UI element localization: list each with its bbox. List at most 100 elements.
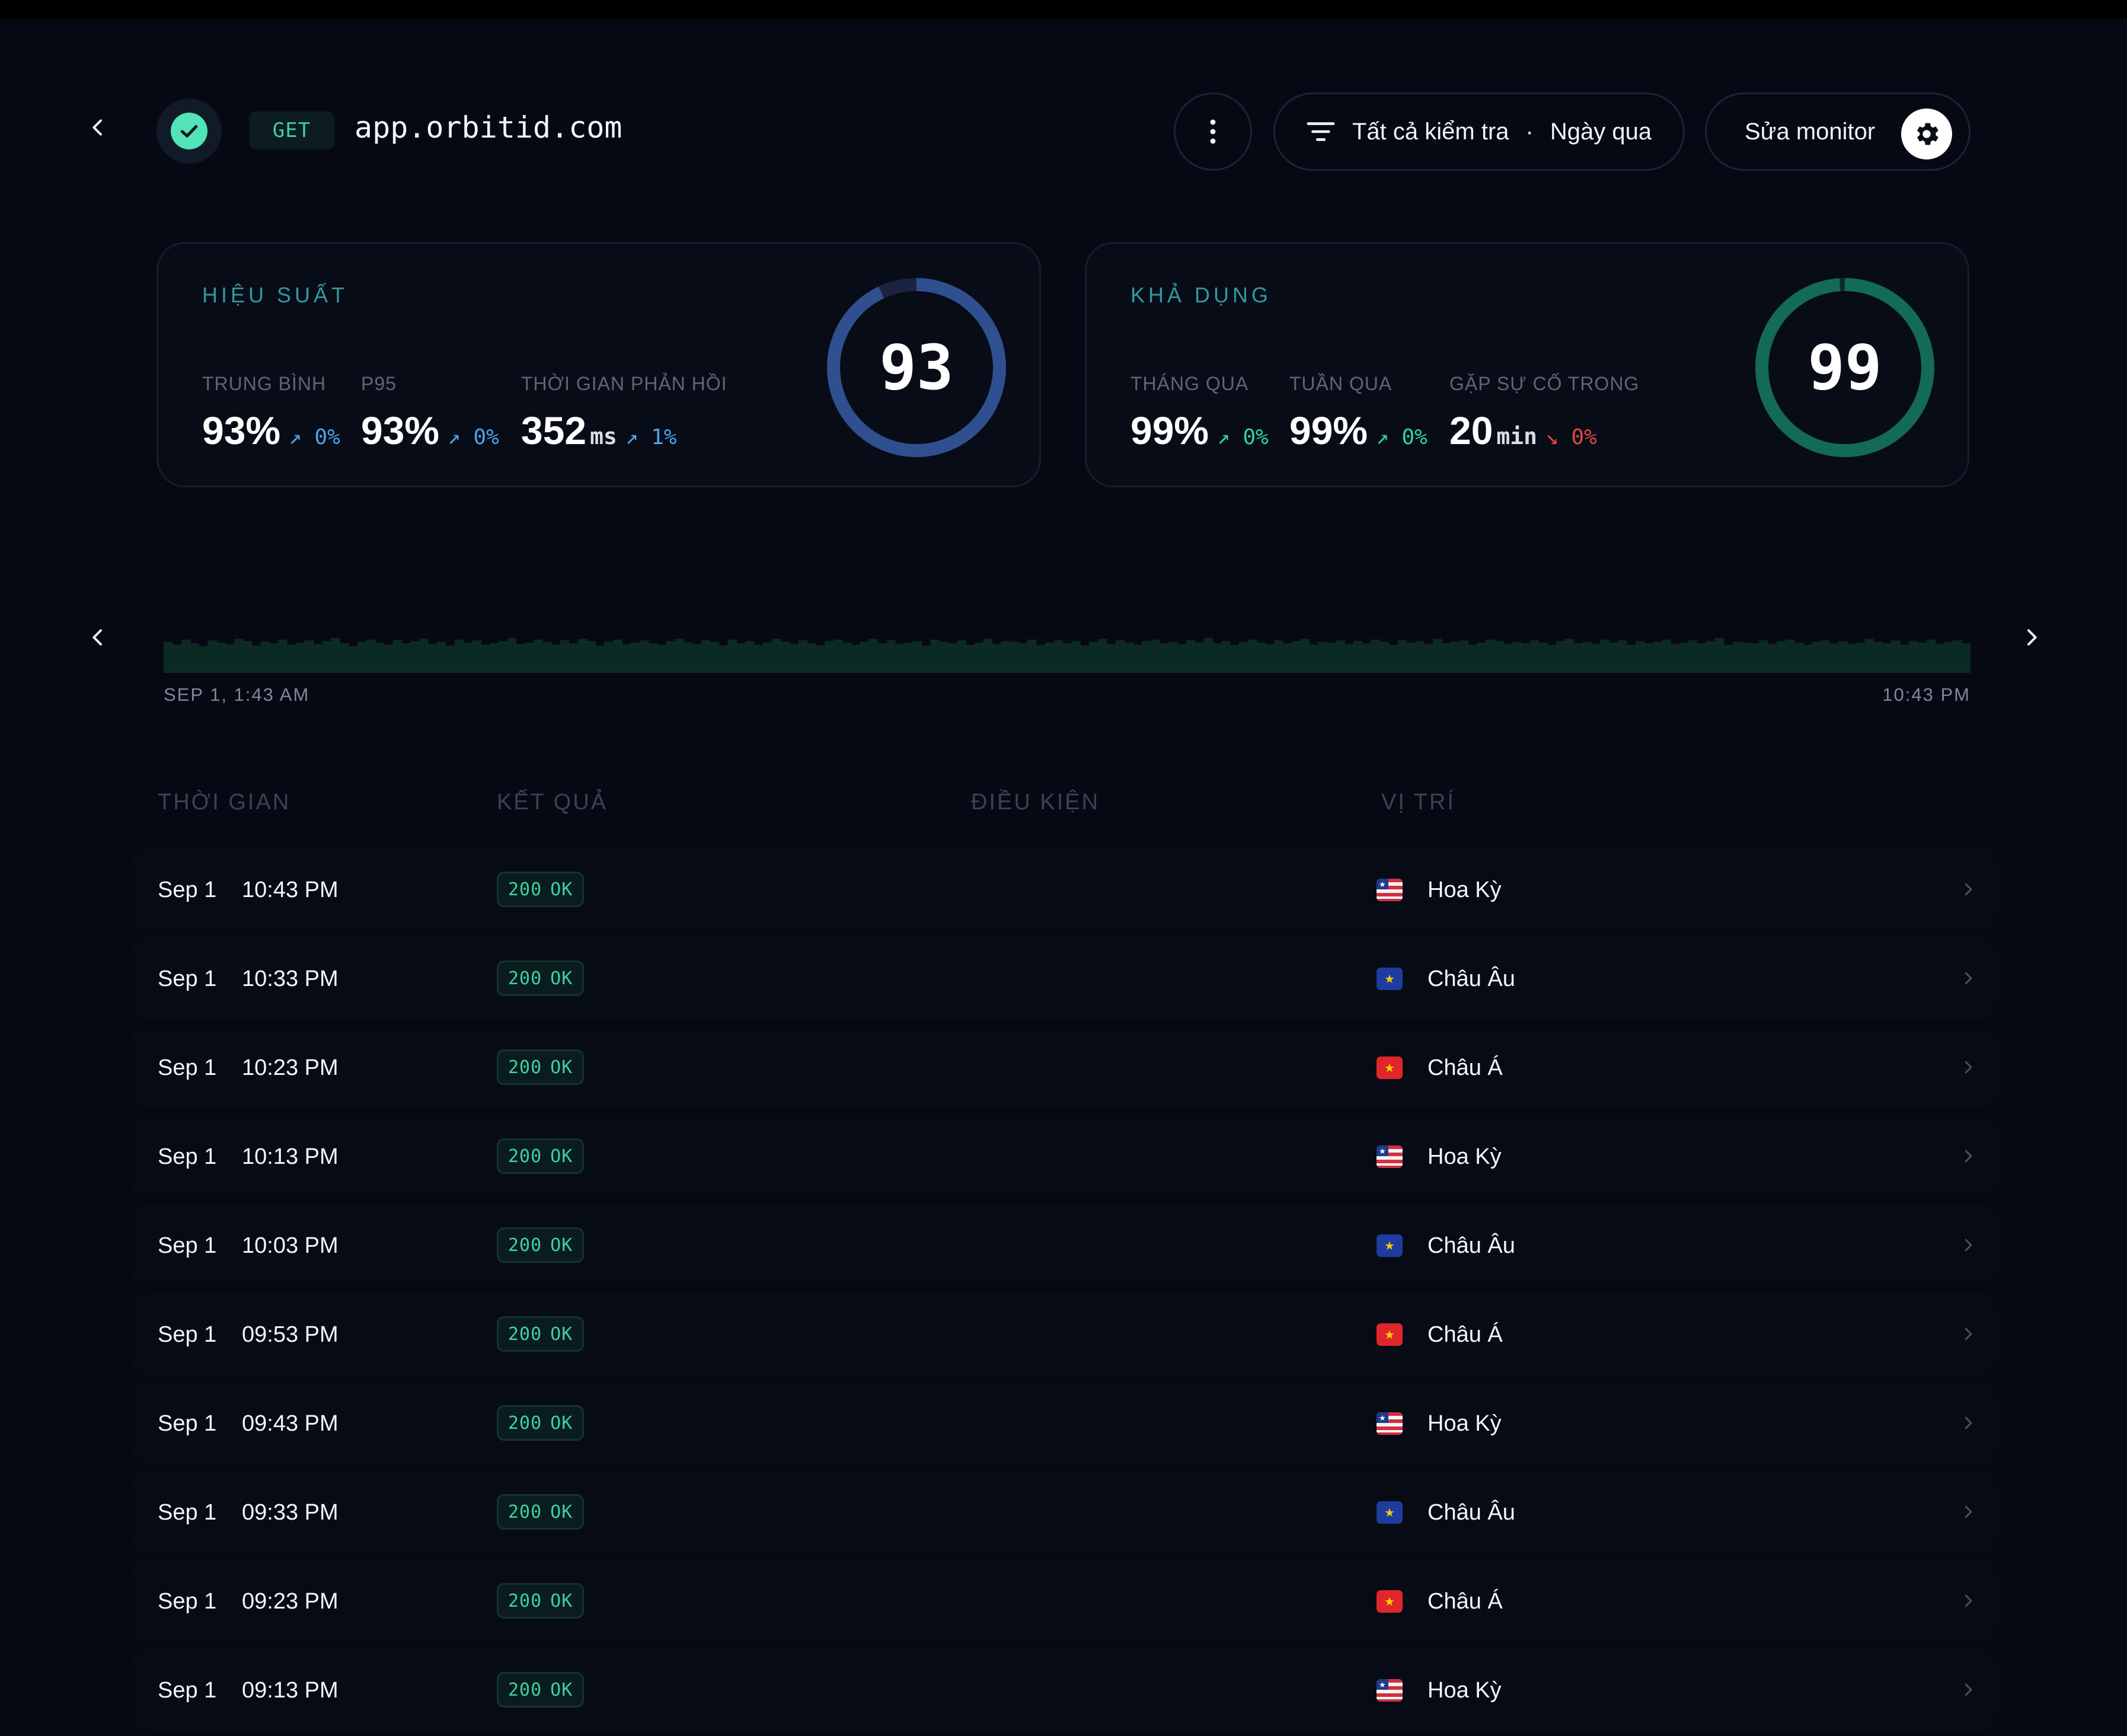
timeline-bar[interactable] (1908, 641, 1918, 673)
table-row[interactable]: Sep 1 10:43 PM 200 OK ★ Hoa Kỳ (130, 848, 1999, 931)
timeline-bar[interactable] (1636, 641, 1645, 673)
timeline-bar[interactable] (216, 642, 226, 673)
timeline-bar[interactable] (718, 645, 729, 673)
timeline-bar[interactable] (1433, 639, 1442, 674)
table-row[interactable]: Sep 1 09:13 PM 200 OK ★ Hoa Kỳ (130, 1648, 1999, 1731)
timeline-bar[interactable] (710, 642, 720, 674)
timeline-bar[interactable] (992, 644, 1002, 673)
timeline-bar[interactable] (903, 642, 914, 673)
timeline-bar[interactable] (1001, 641, 1010, 673)
timeline-bar[interactable] (269, 643, 279, 673)
timeline-bar[interactable] (534, 639, 543, 673)
timeline-bar[interactable] (349, 646, 358, 673)
timeline-bar[interactable] (296, 642, 305, 673)
timeline-bar[interactable] (1045, 642, 1055, 673)
timeline-bar[interactable] (1177, 644, 1187, 673)
timeline-bar[interactable] (1679, 642, 1689, 673)
timeline-bar[interactable] (1935, 644, 1944, 673)
timeline-bar[interactable] (1723, 644, 1733, 674)
timeline-bar[interactable] (1318, 642, 1328, 674)
timeline-bar[interactable] (1573, 643, 1583, 673)
timeline-bar[interactable] (789, 644, 799, 673)
timeline-bar[interactable] (1891, 640, 1901, 673)
timeline-bar[interactable] (181, 639, 191, 673)
timeline-bar[interactable] (648, 643, 658, 673)
timeline-bar[interactable] (701, 640, 711, 673)
timeline-bar[interactable] (428, 644, 437, 673)
timeline-bar[interactable] (1018, 643, 1028, 673)
timeline-bar[interactable] (1838, 641, 1848, 673)
timeline-bar[interactable] (463, 642, 472, 673)
timeline-bar[interactable] (1882, 643, 1892, 673)
timeline-bar[interactable] (1750, 643, 1759, 673)
timeline-bar[interactable] (1080, 645, 1090, 673)
timeline-bar[interactable] (833, 639, 843, 673)
timeline-bar[interactable] (251, 645, 261, 673)
timeline-bar[interactable] (1812, 642, 1821, 674)
timeline-bar[interactable] (1151, 639, 1160, 673)
timeline-bar[interactable] (1697, 643, 1707, 673)
timeline-bar[interactable] (260, 642, 270, 674)
timeline-bar[interactable] (331, 638, 340, 673)
timeline-bar[interactable] (525, 642, 535, 673)
timeline-bar[interactable] (436, 642, 446, 674)
timeline-bar[interactable] (1441, 643, 1451, 673)
timeline-bar[interactable] (666, 641, 675, 673)
timeline-bar[interactable] (816, 645, 825, 673)
timeline-bar[interactable] (1600, 639, 1609, 673)
timeline-bar[interactable] (1618, 640, 1627, 673)
timeline-bar[interactable] (454, 639, 464, 673)
timeline-bar[interactable] (507, 638, 517, 673)
timeline-bar[interactable] (675, 639, 684, 674)
timeline-bar[interactable] (1424, 644, 1433, 673)
timeline-bar[interactable] (207, 640, 217, 673)
timeline-bar[interactable] (1521, 643, 1531, 673)
timeline-bar[interactable] (1071, 641, 1081, 673)
timeline-bar[interactable] (1706, 641, 1716, 673)
timeline-bar[interactable] (375, 642, 385, 673)
table-row[interactable]: Sep 1 10:33 PM 200 OK ★ Châu Âu (130, 937, 1999, 1020)
timeline-bar[interactable] (631, 642, 640, 673)
timeline-bar[interactable] (1900, 644, 1909, 674)
timeline-bar[interactable] (1168, 642, 1178, 674)
table-row[interactable]: Sep 1 09:33 PM 200 OK ★ Châu Âu (130, 1470, 1999, 1553)
timeline-bar[interactable] (1106, 644, 1116, 673)
timeline-bar[interactable] (242, 641, 253, 673)
timeline-bar[interactable] (1160, 643, 1169, 673)
timeline-bar[interactable] (586, 641, 596, 673)
timeline-bar[interactable] (1503, 644, 1513, 673)
timeline-bar[interactable] (1873, 642, 1883, 674)
timeline-bar[interactable] (860, 642, 870, 674)
timeline-bar[interactable] (1221, 641, 1231, 673)
timeline-bar[interactable] (1327, 642, 1337, 673)
timeline-bar[interactable] (1292, 641, 1301, 673)
timeline-bar[interactable] (542, 642, 552, 674)
timeline-bar[interactable] (851, 644, 861, 674)
timeline-bar[interactable] (1379, 642, 1390, 674)
timeline-next-button[interactable] (2011, 617, 2052, 658)
timeline-bar[interactable] (472, 640, 481, 673)
edit-monitor-button[interactable]: Sửa monitor (1705, 92, 1970, 171)
timeline-bar[interactable] (1556, 641, 1566, 673)
timeline-bar[interactable] (657, 644, 667, 674)
timeline-bar[interactable] (366, 639, 376, 673)
timeline-bar[interactable] (1591, 644, 1601, 673)
timeline-bar[interactable] (1344, 644, 1354, 673)
timeline-bar[interactable] (1124, 642, 1134, 673)
timeline-bar[interactable] (569, 643, 579, 673)
timeline-bar[interactable] (516, 644, 526, 673)
timeline-bar[interactable] (1098, 639, 1107, 674)
timeline-bar[interactable] (1547, 644, 1557, 674)
timeline-bar[interactable] (1962, 643, 1970, 673)
timeline-bar[interactable] (1776, 641, 1786, 673)
timeline-bar[interactable] (1653, 642, 1663, 674)
back-button[interactable] (77, 107, 119, 148)
timeline-bar[interactable] (1362, 643, 1372, 673)
timeline-bar[interactable] (1671, 644, 1680, 673)
timeline-bar[interactable] (1238, 642, 1248, 674)
uptime-timeline[interactable] (164, 587, 1970, 673)
timeline-bar[interactable] (1855, 642, 1866, 673)
timeline-bar[interactable] (1301, 639, 1310, 674)
timeline-bar[interactable] (164, 642, 173, 674)
timeline-bar[interactable] (322, 641, 332, 673)
